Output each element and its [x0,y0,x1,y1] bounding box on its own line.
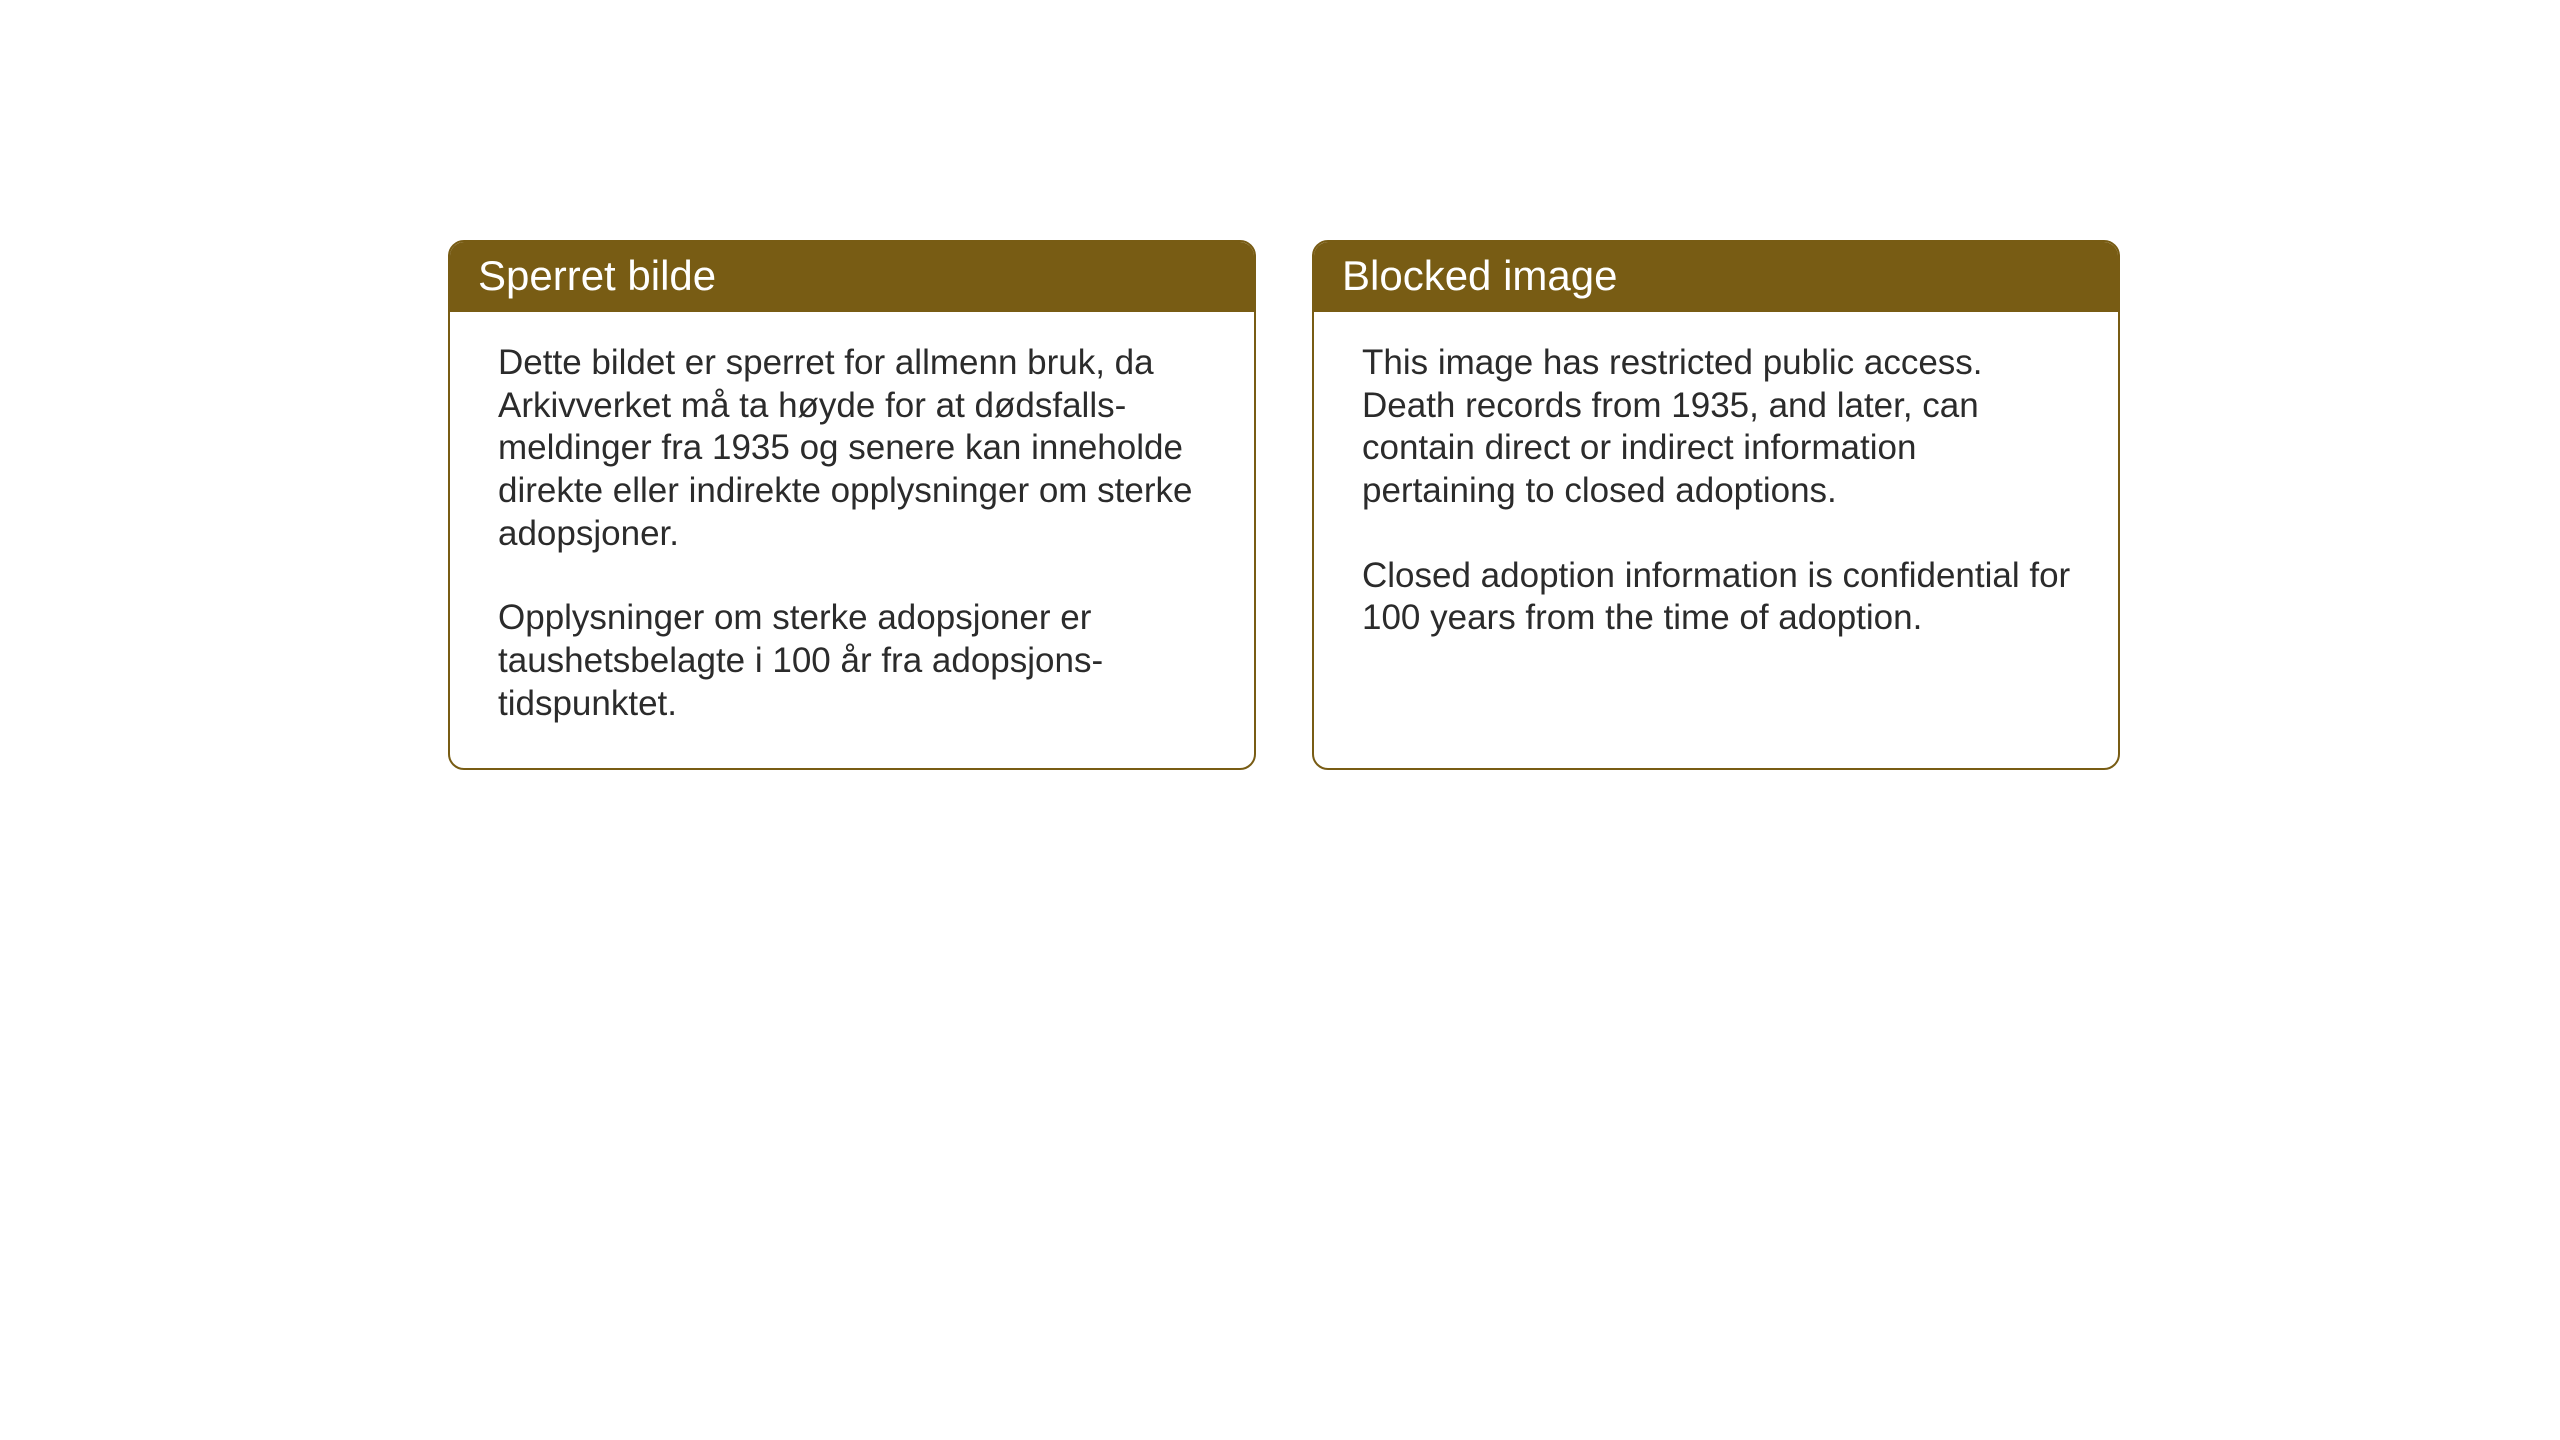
notice-paragraph-1-english: This image has restricted public access.… [1362,342,2076,513]
notice-paragraph-2-english: Closed adoption information is confident… [1362,555,2076,640]
notice-header-english: Blocked image [1314,242,2118,312]
notice-body-norwegian: Dette bildet er sperret for allmenn bruk… [450,312,1254,768]
notice-body-english: This image has restricted public access.… [1314,312,2118,682]
notice-box-english: Blocked image This image has restricted … [1312,240,2120,770]
notice-paragraph-1-norwegian: Dette bildet er sperret for allmenn bruk… [498,342,1212,555]
notice-paragraph-2-norwegian: Opplysninger om sterke adopsjoner er tau… [498,597,1212,725]
notice-box-norwegian: Sperret bilde Dette bildet er sperret fo… [448,240,1256,770]
notices-container: Sperret bilde Dette bildet er sperret fo… [448,240,2120,770]
notice-title-english: Blocked image [1342,252,1617,299]
notice-title-norwegian: Sperret bilde [478,252,716,299]
notice-header-norwegian: Sperret bilde [450,242,1254,312]
